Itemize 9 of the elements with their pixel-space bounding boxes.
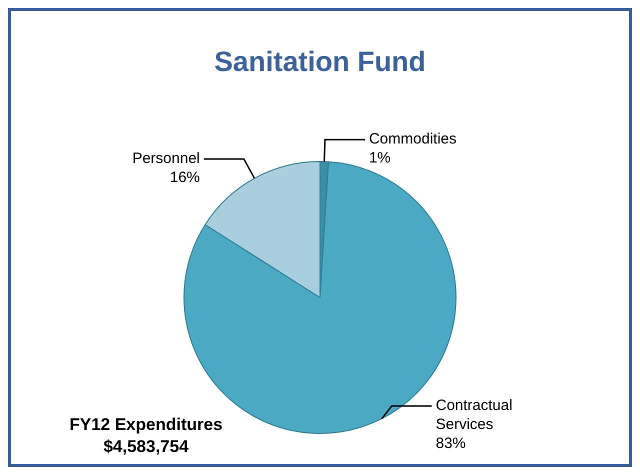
slice-label: Contractual Services (436, 397, 512, 434)
slice-label: Personnel (132, 150, 200, 168)
data-label: 83% (436, 435, 466, 452)
data-label: 16% (170, 169, 200, 186)
data-label: 1% (368, 150, 391, 167)
text: $4,583,754 (102, 436, 190, 458)
text: FY12 Expenditures (68, 414, 224, 436)
chart-title: Sanitation Fund (213, 46, 427, 78)
slice-label: Commodities (368, 130, 456, 148)
